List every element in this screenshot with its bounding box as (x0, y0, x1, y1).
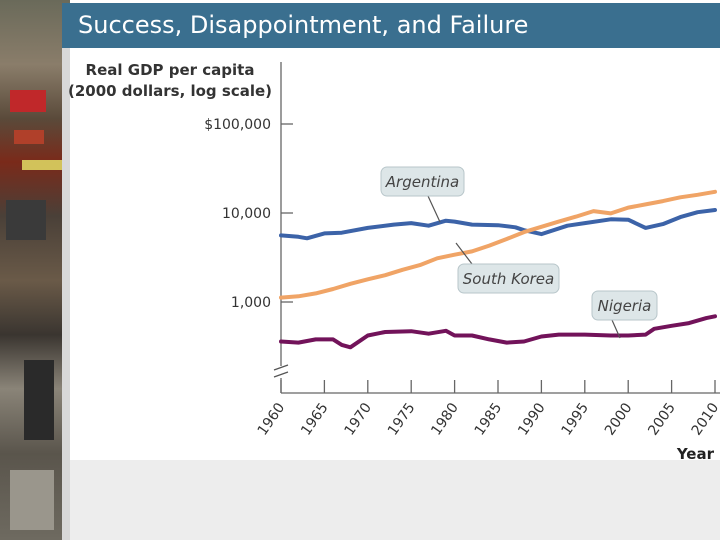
callout-box-south-korea (457, 263, 560, 294)
callout-leader-nigeria (611, 319, 621, 339)
callout-label-south-korea: South Korea (463, 270, 554, 288)
x-tick-label: 1980 (428, 400, 462, 438)
series-line-nigeria (279, 314, 717, 350)
series-line-south-korea (279, 189, 717, 300)
callout-label-argentina: Argentina (385, 173, 459, 191)
x-tick-label: 1985 (472, 400, 506, 438)
x-tick-label: 2005 (645, 400, 679, 438)
x-tick-label: 1960 (255, 400, 289, 438)
x-tick-label: 1975 (385, 400, 419, 438)
callout-leader-south-korea (455, 242, 473, 265)
slide-title: Success, Disappointment, and Failure (78, 11, 529, 39)
chart-title-line-1: Real GDP per capita (86, 61, 255, 79)
y-tick-label: 10,000 (222, 206, 271, 222)
x-tick-label: 1990 (515, 400, 549, 438)
callout-box-nigeria (591, 290, 658, 321)
title-bar (62, 3, 720, 48)
lower-panel (70, 460, 720, 540)
x-tick-label: 2010 (689, 400, 720, 438)
callout-label-nigeria: Nigeria (598, 297, 652, 315)
chart-title-line-2: (2000 dollars, log scale) (68, 82, 272, 100)
axis-break-mark (273, 364, 289, 378)
background-street-photo (0, 0, 70, 540)
chart-panel (70, 48, 720, 460)
x-tick-label: 1965 (298, 400, 332, 438)
y-tick-label: $100,000 (204, 117, 271, 133)
x-axis-label: Year (676, 445, 715, 463)
callout-box-argentina (380, 166, 465, 197)
x-tick-label: 1995 (559, 400, 593, 438)
x-tick-label: 1970 (342, 400, 376, 438)
x-tick-label: 2000 (602, 400, 636, 438)
y-tick-label: 1,000 (231, 295, 271, 311)
callout-leader-argentina (427, 195, 441, 223)
series-line-argentina (279, 208, 717, 241)
